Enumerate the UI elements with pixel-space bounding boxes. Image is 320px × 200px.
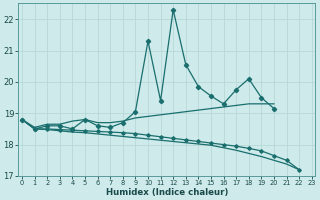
- X-axis label: Humidex (Indice chaleur): Humidex (Indice chaleur): [106, 188, 228, 197]
